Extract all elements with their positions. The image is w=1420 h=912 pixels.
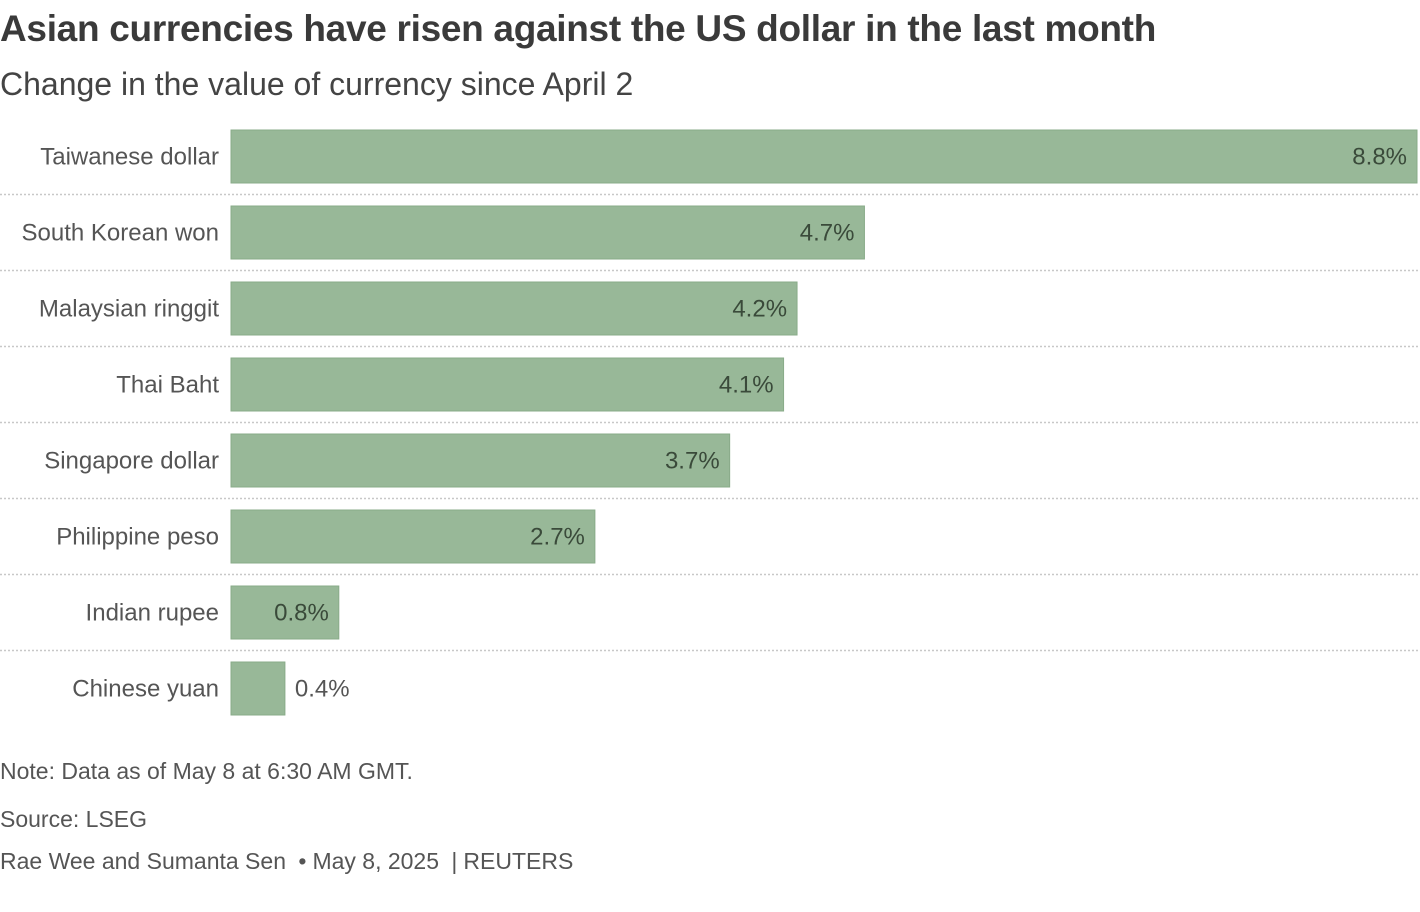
category-label: Singapore dollar: [44, 448, 219, 475]
data-label: 0.8%: [274, 600, 329, 627]
chart-credit: Rae Wee and Sumanta Sen • May 8, 2025 | RE…: [0, 848, 573, 875]
credit-divider: |: [451, 848, 458, 874]
bar: [230, 281, 798, 336]
bar: [230, 585, 340, 640]
chart-title: Asian currencies have risen against the …: [0, 8, 1157, 49]
category-label: Philippine peso: [56, 524, 219, 551]
category-label: Taiwanese dollar: [40, 144, 219, 171]
data-label: 3.7%: [665, 448, 720, 475]
data-label: 4.1%: [719, 372, 774, 399]
credit-bullet: •: [298, 848, 307, 874]
chart-note: Note: Data as of May 8 at 6:30 AM GMT.: [0, 758, 413, 784]
category-label: Thai Baht: [116, 372, 219, 399]
data-label: 2.7%: [530, 524, 585, 551]
category-label: Malaysian ringgit: [39, 296, 219, 323]
credit-outlet: REUTERS: [463, 848, 574, 874]
data-label: 8.8%: [1352, 144, 1407, 171]
credit-date: May 8, 2025: [312, 848, 440, 874]
category-label: South Korean won: [22, 220, 219, 247]
bar: [230, 509, 596, 564]
chart-source: Source: LSEG: [0, 806, 148, 832]
data-label: 0.4%: [295, 676, 350, 703]
bar: [230, 357, 785, 412]
bar: [230, 129, 1418, 184]
category-label: Indian rupee: [86, 600, 219, 627]
category-label: Chinese yuan: [72, 676, 219, 703]
bar: [230, 661, 286, 716]
bar: [230, 433, 731, 488]
bar: [230, 205, 865, 260]
chart-subtitle: Change in the value of currency since Ap…: [0, 66, 634, 102]
credit-authors: Rae Wee and Sumanta Sen: [0, 848, 286, 874]
data-label: 4.2%: [732, 296, 787, 323]
data-label: 4.7%: [800, 220, 855, 247]
